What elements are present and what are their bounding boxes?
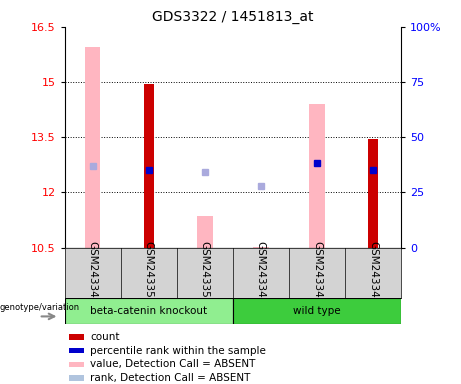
Bar (144, 84, 154, 248)
Bar (69, 376, 84, 381)
Text: count: count (90, 332, 120, 342)
Text: GSM243346: GSM243346 (256, 241, 266, 305)
Text: GSM243350: GSM243350 (144, 241, 154, 304)
Text: GSM243347: GSM243347 (312, 241, 322, 305)
Bar (253, 247, 269, 248)
Text: wild type: wild type (293, 306, 341, 316)
Title: GDS3322 / 1451813_at: GDS3322 / 1451813_at (152, 10, 313, 25)
Text: GSM243349: GSM243349 (88, 241, 98, 305)
Text: beta-catenin knockout: beta-catenin knockout (90, 306, 207, 316)
Text: rank, Detection Call = ABSENT: rank, Detection Call = ABSENT (90, 373, 251, 383)
Bar (69, 334, 84, 339)
Text: GSM243351: GSM243351 (200, 241, 210, 305)
Text: value, Detection Call = ABSENT: value, Detection Call = ABSENT (90, 359, 256, 369)
FancyBboxPatch shape (65, 298, 233, 324)
Text: percentile rank within the sample: percentile rank within the sample (90, 346, 266, 356)
Bar (85, 47, 100, 248)
Bar (309, 104, 325, 248)
FancyBboxPatch shape (233, 298, 401, 324)
Bar (69, 348, 84, 353)
Bar (69, 362, 84, 367)
Bar (197, 217, 213, 248)
Text: GSM243348: GSM243348 (368, 241, 378, 305)
Text: genotype/variation: genotype/variation (0, 303, 80, 311)
Bar (368, 139, 378, 248)
